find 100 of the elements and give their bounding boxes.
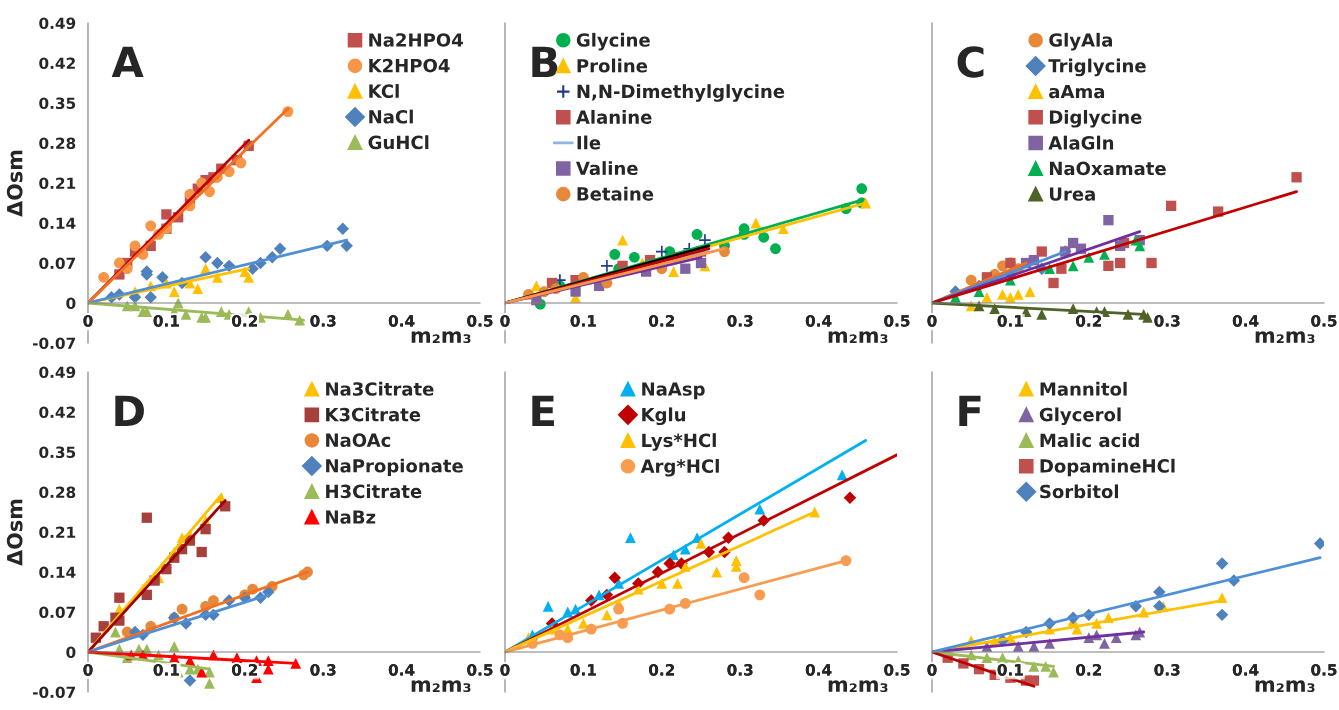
legend-label: GuHCl [368,135,429,150]
x-tick-label: 0.5 [467,315,493,327]
y-tick-label: 0.49 [39,17,76,30]
legend-label: N,N-Dimethylglycine [577,84,785,102]
legend-label: Diglycine [1049,109,1142,128]
legend-label: Alanine [576,109,652,124]
x-axis-title: m₂m₃ [411,680,471,693]
x-tick-label: 0.2 [232,664,258,676]
legend-label: K2HPO4 [369,58,450,73]
x-tick-label: 0.5 [1311,315,1337,327]
y-tick-label: 0.42 [39,406,75,419]
x-tick-label: 0.4 [805,664,832,676]
y-tick-label: -0.07 [32,337,75,350]
legend-label: aAma [1049,84,1105,99]
chart-title: C [957,46,984,78]
x-tick-label: 0.5 [884,664,910,676]
x-tick-label: 0.5 [1311,664,1337,676]
x-tick-label: 0.1 [570,315,596,327]
x-tick-label: 0.1 [153,315,179,327]
legend-label: NaCl [369,109,413,124]
x-tick-label: 0.1 [997,664,1023,676]
legend-label: Kglu [642,407,686,426]
y-tick-label: 0.07 [39,606,75,619]
legend-label: Malic acid [1040,433,1139,448]
legend-label: NaOAc [326,433,391,448]
x-tick-label: 0.3 [1154,664,1180,676]
x-tick-label: 0.2 [649,315,675,327]
legend-label: AlaGln [1048,135,1114,150]
x-tick-label: 0.1 [997,315,1023,327]
x-tick-label: 0 [927,315,937,327]
legend-label: Glycerol [1039,407,1121,426]
chart-title: F [959,395,981,427]
x-tick-label: 0.1 [570,664,596,676]
legend-label: Na3Citrate [326,381,434,396]
chart-title: A [111,46,144,78]
x-tick-label: 0.2 [649,664,675,676]
x-tick-label: 0 [500,315,510,327]
x-tick-label: 0.3 [1154,315,1180,327]
x-axis-title: m₂m₃ [1255,680,1315,693]
x-tick-label: 0.2 [1076,664,1102,676]
y-tick-label: 0.14 [39,566,76,579]
y-tick-label: 0.07 [39,257,75,270]
legend-label: K3Citrate [326,407,421,422]
legend-label: Triglycine [1048,58,1146,77]
chart-title: D [115,395,144,427]
legend-label: Ile [577,135,601,150]
y-tick-label: 0.21 [39,526,76,539]
legend-label: Valine [576,161,638,176]
x-tick-label: 0 [83,664,93,676]
y-tick-label: 0.35 [39,97,76,110]
x-tick-label: 0.4 [1232,664,1259,676]
legend-label: Lys*HCl [642,433,716,451]
legend-label: Arg*HCl [640,458,719,477]
x-tick-label: 0.5 [884,315,910,327]
chart-title: E [532,395,554,427]
y-tick-label: 0.49 [39,366,76,379]
legend-label: Mannitol [1040,381,1127,396]
y-axis-title: ΔOsm [6,499,23,566]
y-tick-label: 0.28 [39,137,76,150]
x-tick-label: 0.4 [805,315,832,327]
chart-title: B [532,46,558,78]
legend-label: Sorbitol [1040,484,1119,499]
legend-label: H3Citrate [326,484,422,499]
x-tick-label: 0.4 [388,664,415,676]
y-axis-title: ΔOsm [6,150,23,217]
legend-label: KCl [369,84,399,99]
x-tick-label: 0.3 [310,664,336,676]
y-tick-label: 0.14 [39,217,76,230]
legend-label: NaAsp [642,382,705,400]
legend-label: Betaine [577,186,654,201]
legend-label: Urea [1049,187,1095,201]
legend-label: DopamineHCl [1040,458,1175,477]
legend-label: GlyAla [1049,32,1112,51]
legend-label: Glycine [576,32,650,51]
y-tick-label: 0.42 [39,57,75,70]
y-tick-label: 0 [66,646,76,659]
legend-label: NaBz [326,510,376,524]
y-tick-label: 0.28 [39,486,76,499]
x-tick-label: 0 [83,315,93,327]
x-tick-label: 0.4 [388,315,415,327]
x-tick-label: 0 [500,664,510,676]
x-tick-label: 0.4 [1232,315,1259,327]
y-tick-label: -0.07 [32,686,75,699]
x-axis-title: m₂m₃ [411,331,471,344]
legend-label: NaOxamate [1049,161,1166,176]
x-axis-title: m₂m₃ [1255,331,1315,344]
legend-label: NaPropionate [326,458,463,477]
y-tick-label: 0.35 [39,446,76,459]
x-axis-title: m₂m₃ [828,331,888,344]
x-tick-label: 0.3 [727,664,753,676]
legend-label: Na2HPO4 [369,33,463,47]
x-tick-label: 0.2 [232,315,258,327]
x-tick-label: 0 [927,664,937,676]
x-axis-title: m₂m₃ [828,680,888,693]
x-tick-label: 0.3 [310,315,336,327]
x-tick-label: 0.3 [727,315,753,327]
y-tick-label: 0 [66,297,76,310]
x-tick-label: 0.5 [467,664,493,676]
y-tick-label: 0.21 [39,177,76,190]
x-tick-label: 0.2 [1076,315,1102,327]
